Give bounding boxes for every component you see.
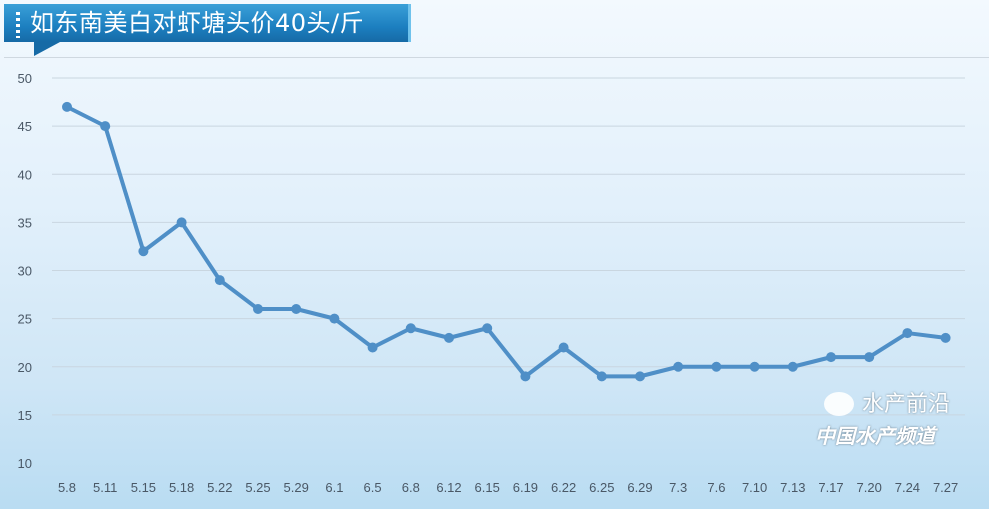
title-divider	[4, 57, 989, 58]
data-point	[902, 328, 913, 339]
data-point	[329, 313, 340, 324]
data-point	[558, 342, 569, 353]
y-tick-label: 50	[18, 71, 32, 86]
data-point	[635, 371, 645, 382]
x-tick-label: 6.29	[627, 480, 652, 495]
x-tick-label: 7.20	[857, 480, 882, 495]
data-point	[864, 352, 875, 363]
x-tick-label: 5.11	[93, 480, 117, 495]
x-tick-label: 7.27	[933, 480, 958, 495]
x-tick-label: 7.3	[669, 480, 687, 495]
data-point	[940, 332, 951, 343]
x-tick-label: 6.19	[513, 480, 538, 495]
data-point	[100, 121, 111, 132]
x-tick-label: 6.1	[325, 480, 343, 495]
x-tick-label: 5.29	[284, 480, 309, 495]
y-tick-label: 10	[18, 456, 32, 471]
data-point	[787, 361, 798, 372]
y-tick-label: 25	[18, 312, 32, 327]
data-point	[711, 361, 722, 372]
x-tick-label: 5.22	[207, 480, 232, 495]
y-tick-label: 30	[18, 264, 32, 279]
x-tick-label: 6.12	[436, 480, 461, 495]
x-tick-label: 6.8	[402, 480, 420, 495]
x-tick-label: 7.6	[707, 480, 725, 495]
data-point	[482, 323, 493, 334]
data-point	[405, 323, 416, 334]
wechat-logo-icon	[824, 392, 854, 416]
data-point	[253, 304, 263, 314]
data-point	[826, 352, 836, 363]
x-tick-label: 6.22	[551, 480, 576, 495]
y-tick-label: 20	[18, 360, 32, 375]
y-tick-label: 15	[18, 408, 32, 423]
y-tick-label: 35	[18, 215, 32, 230]
x-tick-label: 7.10	[742, 480, 767, 495]
data-point	[291, 304, 302, 314]
x-tick-label: 7.13	[780, 480, 805, 495]
data-point	[444, 332, 454, 343]
data-point	[749, 361, 760, 372]
data-point	[138, 246, 149, 257]
x-tick-label: 6.15	[475, 480, 500, 495]
x-tick-label: 5.8	[58, 480, 76, 495]
data-point	[62, 101, 72, 112]
data-point	[176, 217, 187, 228]
x-tick-label: 5.25	[245, 480, 270, 495]
data-point	[367, 342, 378, 353]
title-banner: 如东南美白对虾塘头价40头/斤	[4, 4, 411, 42]
title-banner-tail	[34, 42, 60, 56]
x-tick-label: 5.15	[131, 480, 156, 495]
data-point	[214, 275, 225, 286]
y-tick-label: 40	[18, 167, 32, 182]
series-line	[66, 105, 946, 379]
data-point	[520, 371, 531, 382]
data-point	[596, 371, 607, 382]
x-tick-label: 7.17	[818, 480, 843, 495]
x-tick-label: 7.24	[895, 480, 920, 495]
x-tick-label: 5.18	[169, 480, 194, 495]
data-point	[673, 361, 684, 372]
x-tick-label: 6.25	[589, 480, 614, 495]
y-tick-label: 45	[18, 119, 32, 134]
watermark-line1: 水产前沿	[862, 392, 951, 417]
chart-title: 如东南美白对虾塘头价40头/斤	[30, 9, 365, 37]
watermark-line2: 中国水产频道	[815, 424, 935, 448]
dots-icon	[16, 12, 20, 38]
x-tick-label: 6.5	[364, 480, 382, 495]
